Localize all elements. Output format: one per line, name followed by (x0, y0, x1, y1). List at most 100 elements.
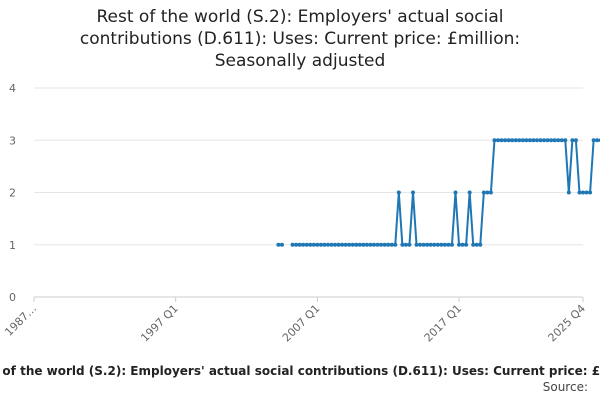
data-point (435, 242, 440, 247)
data-point (301, 242, 306, 247)
data-point (453, 190, 458, 195)
data-point (488, 190, 493, 195)
data-point (527, 138, 532, 143)
data-point (474, 242, 479, 247)
data-point (410, 190, 415, 195)
data-point (396, 190, 401, 195)
data-point (368, 242, 373, 247)
data-point (389, 242, 394, 247)
data-point (517, 138, 522, 143)
x-tick-label: 2007 Q1 (280, 302, 323, 345)
data-point (559, 138, 564, 143)
data-point (354, 242, 359, 247)
chart-title-line-2: contributions (D.611): Uses: Current pri… (79, 29, 521, 49)
data-point (520, 138, 525, 143)
data-point (524, 138, 529, 143)
data-point (311, 242, 316, 247)
data-point (552, 138, 557, 143)
data-point (492, 138, 497, 143)
y-axis: 0 1 2 3 4 (9, 82, 16, 304)
data-point (340, 242, 345, 247)
y-tick-label: 0 (9, 291, 16, 304)
y-tick-label: 4 (9, 82, 16, 95)
data-point (343, 242, 348, 247)
y-tick-label: 1 (9, 239, 16, 252)
data-point (357, 242, 362, 247)
data-point (439, 242, 444, 247)
data-point (425, 242, 430, 247)
data-point (322, 242, 327, 247)
data-point (379, 242, 384, 247)
data-point (382, 242, 387, 247)
data-point (566, 190, 571, 195)
data-point (329, 242, 334, 247)
x-tick-label: 2025 Q4 (546, 302, 589, 345)
data-point (400, 242, 405, 247)
x-tick-label: 1987… (2, 302, 39, 339)
data-point (304, 242, 309, 247)
data-point (577, 190, 582, 195)
data-point (393, 242, 398, 247)
data-point (545, 138, 550, 143)
data-point (350, 242, 355, 247)
data-point (386, 242, 391, 247)
data-point (563, 138, 568, 143)
data-point (347, 242, 352, 247)
chart-title: Rest of the world (S.2): Employers' actu… (20, 6, 580, 72)
data-point (372, 242, 377, 247)
data-point (457, 242, 462, 247)
data-point (481, 190, 486, 195)
data-point (446, 242, 451, 247)
x-axis-labels: 1987… 1997 Q1 2007 Q1 2017 Q1 2025 Q4 (2, 302, 588, 345)
data-point (542, 138, 547, 143)
data-point (534, 138, 539, 143)
data-point (513, 138, 518, 143)
chart-title-line-3: Seasonally adjusted (214, 51, 386, 71)
data-point (294, 242, 299, 247)
x-axis (33, 296, 584, 302)
data-point (499, 138, 504, 143)
data-point (276, 242, 281, 247)
data-point (432, 242, 437, 247)
data-point (464, 242, 469, 247)
data-point (506, 138, 511, 143)
data-point (421, 242, 426, 247)
data-point (478, 242, 483, 247)
data-point (279, 242, 284, 247)
data-point (336, 242, 341, 247)
data-point (588, 190, 593, 195)
data-point (403, 242, 408, 247)
data-point (375, 242, 380, 247)
data-point (297, 242, 302, 247)
data-point (584, 190, 589, 195)
data-point (325, 242, 330, 247)
x-tick-label: 1997 Q1 (138, 302, 181, 345)
data-point (442, 242, 447, 247)
data-point (595, 138, 600, 143)
data-point (364, 242, 369, 247)
x-tick-label: 2017 Q1 (422, 302, 465, 345)
data-points (276, 138, 600, 247)
data-point (308, 242, 313, 247)
data-point (315, 242, 320, 247)
data-point (573, 138, 578, 143)
data-point (471, 242, 476, 247)
data-point (290, 242, 295, 247)
data-point (318, 242, 323, 247)
y-tick-label: 3 (9, 134, 16, 147)
data-point (407, 242, 412, 247)
data-point (460, 242, 465, 247)
data-point (467, 190, 472, 195)
data-point (538, 138, 543, 143)
data-point (333, 242, 338, 247)
data-point (510, 138, 515, 143)
data-point (556, 138, 561, 143)
data-point (495, 138, 500, 143)
data-point (581, 190, 585, 195)
data-point (418, 242, 423, 247)
data-point (449, 242, 454, 247)
data-point (549, 138, 554, 143)
source-label: Source: (542, 380, 588, 394)
chart-title-line-1: Rest of the world (S.2): Employers' actu… (96, 7, 504, 27)
